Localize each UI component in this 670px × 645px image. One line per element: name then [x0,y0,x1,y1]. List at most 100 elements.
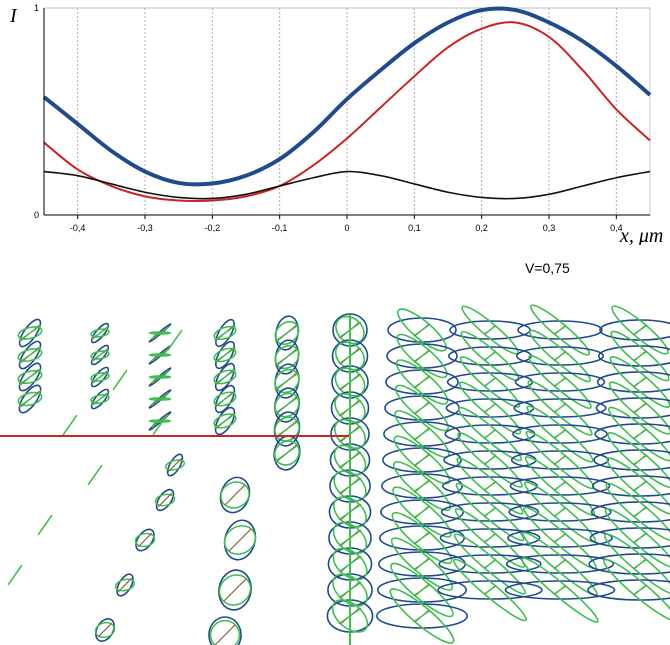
green-ellipse [17,326,43,340]
green-ellipse [528,354,592,410]
green-segment [553,481,567,491]
green-segment [483,351,497,361]
green-segment [413,531,431,545]
green-segment [413,609,431,623]
green-segment [483,559,497,569]
green-ellipse [456,457,524,515]
brown-segment [228,528,252,552]
series-lines [42,6,652,203]
green-ellipse [521,557,599,623]
polarization-ellipse [218,569,252,611]
green-ellipse [390,537,454,591]
grid [44,7,650,215]
green-segment [91,348,109,362]
intensity-chart: -0,4 -0,3 -0,2 -0,1 0 0,1 0,2 0,3 0,4 0 1 I x, μm [9,3,663,245]
green-ellipse [213,347,237,363]
green-ellipse [334,341,366,371]
green-segment [553,585,567,595]
green-ellipse [453,558,527,622]
green-segment [214,413,236,429]
green-ellipse [213,325,237,341]
polarization-ellipse [208,616,242,645]
green-segment [413,557,431,571]
green-segment [214,325,236,341]
green-segment [632,584,648,596]
green-ellipse [90,394,110,404]
brown-segment [97,622,113,638]
x-tick-label: -0,4 [70,223,86,233]
green-segment [214,369,236,385]
green-segment [632,480,648,492]
green-ellipse [607,431,670,489]
green-segment [483,585,497,595]
series-line-0 [42,6,652,187]
green-segment [274,372,300,390]
green-ellipse [526,405,594,463]
x-axis-title: x, μm [619,225,663,245]
green-segment [413,505,431,519]
green-segment [18,390,42,408]
green-ellipse [527,380,593,436]
green-ellipse [606,457,670,515]
green-segment [413,323,431,337]
green-ellipse [148,375,172,379]
green-ellipse [90,372,110,382]
green-ellipse [604,507,670,569]
green-ellipse [333,496,367,528]
brown-segment [117,577,133,593]
green-segment [274,348,300,366]
green-segment [553,325,567,335]
green-ellipse [17,391,43,407]
green-segment [632,350,648,362]
green-ellipse [223,525,257,555]
x-tick-label: -0,1 [272,223,288,233]
green-ellipse [529,329,591,383]
green-ellipse [213,391,237,407]
x-tick-label: 0,4 [610,223,623,233]
green-segment [483,455,497,465]
green-ellipse [134,532,156,548]
green-ellipse [332,547,368,581]
green-ellipse [389,588,455,644]
green-segment [553,403,567,413]
green-segment [413,427,431,441]
green-segment [413,479,431,493]
green-ellipse [213,369,237,385]
green-segment [483,507,497,517]
green-ellipse [164,459,186,471]
green-segment [553,455,567,465]
diagonal-dash [7,564,23,586]
green-ellipse [334,393,366,423]
x-tick-label: 0 [344,223,349,233]
green-ellipse [458,381,522,435]
brown-segment [137,532,153,548]
green-ellipse [220,481,250,509]
y-tick-label: 0 [34,210,39,220]
green-ellipse [114,578,136,592]
green-ellipse [335,315,365,345]
green-segment [553,377,567,387]
green-ellipse [213,413,237,429]
green-segment [632,532,648,544]
green-ellipse [609,356,670,408]
green-segment [413,583,431,597]
green-segment [553,351,567,361]
green-segment [483,533,497,543]
green-ellipse [395,384,449,432]
green-ellipse [148,397,172,401]
plot-frame [43,7,651,216]
green-segment [632,324,648,336]
green-segment [149,347,171,363]
green-segment [214,347,236,363]
green-ellipse [333,418,367,450]
brown-segment [157,492,173,508]
green-ellipse [332,521,368,555]
green-ellipse [603,558,670,622]
green-ellipse [392,460,452,512]
green-segment [91,392,109,406]
y-axis-title: I [9,5,18,27]
green-ellipse [148,331,172,335]
green-ellipse [397,308,447,352]
green-ellipse [90,328,110,338]
x-tick-label: -0,3 [137,223,153,233]
